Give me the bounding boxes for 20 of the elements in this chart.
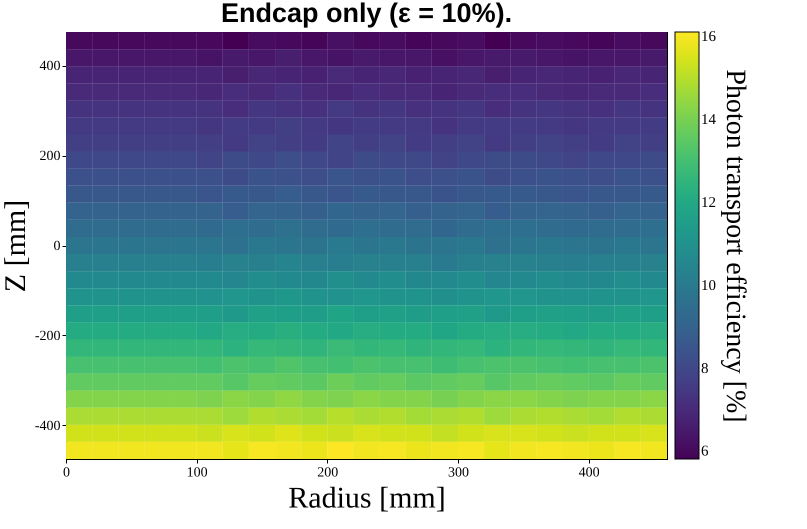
color-bar-label: 16 (701, 29, 716, 46)
y-tick-label: 400 (40, 59, 60, 74)
x-tick-label: 200 (317, 466, 338, 480)
y-tick-label: -400 (34, 418, 60, 434)
color-bar-title: Photon transport efficiency [%] (720, 69, 751, 423)
x-tick-label: 100 (186, 466, 208, 480)
color-bar-label: 14 (701, 112, 716, 128)
x-axis-title: Radius [mm] (288, 482, 446, 514)
x-tick-label: 400 (578, 466, 600, 480)
x-tick-label: 0 (63, 466, 70, 480)
y-axis-title: Z [mm] (0, 200, 32, 292)
y-tick-label: 200 (40, 149, 60, 164)
y-tick-label: -200 (34, 328, 60, 344)
color-bar-label: 6 (701, 444, 709, 460)
x-tick-label: 300 (448, 466, 469, 480)
color-bar-label: 8 (701, 360, 708, 377)
y-tick-label: 0 (54, 239, 60, 254)
chart-title: Endcap only (ε = 10%). (220, 0, 512, 28)
color-bar-label: 12 (701, 194, 716, 211)
color-bar-label: 10 (701, 278, 716, 294)
